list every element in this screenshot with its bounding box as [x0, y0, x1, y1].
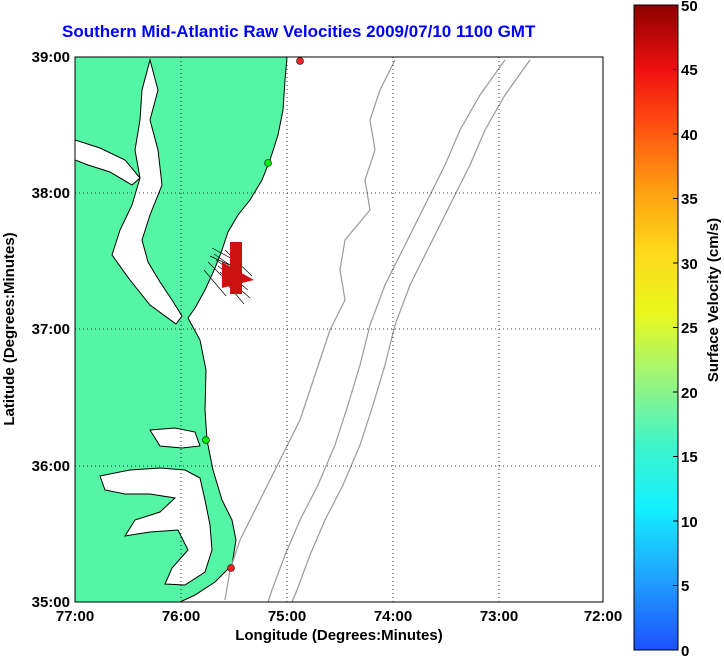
y-tick-label: 38:00 — [32, 185, 70, 202]
pamlico-sound — [99, 467, 213, 586]
x-axis-label: Longitude (Degrees:Minutes) — [235, 627, 443, 644]
colorbar-label: Surface Velocity (cm/s) — [705, 218, 722, 382]
station-marker — [202, 436, 210, 444]
colorbar-tick-label: 50 — [681, 0, 698, 15]
page-title: Southern Mid-Atlantic Raw Velocities 200… — [62, 22, 536, 41]
x-tick-label: 76:00 — [162, 608, 200, 625]
y-tick-label: 37:00 — [32, 321, 70, 338]
colorbar-ticks — [673, 4, 678, 651]
albemarle-sound — [149, 427, 201, 449]
y-tick-label: 36:00 — [32, 458, 70, 475]
grid-lines — [75, 57, 603, 602]
x-tick-label: 77:00 — [56, 608, 94, 625]
colorbar-tick-label: 15 — [681, 449, 698, 466]
station-marker — [227, 564, 235, 572]
bathymetry-contours — [224, 59, 531, 602]
x-tick-label: 72:00 — [584, 608, 622, 625]
y-axis-label: Latitude (Degrees:Minutes) — [1, 232, 18, 425]
colorbar-tick-label: 10 — [681, 514, 698, 531]
colorbar-tick-label: 20 — [681, 385, 698, 402]
colorbar-tick-label: 0 — [681, 643, 689, 659]
colorbar — [633, 4, 679, 651]
colorbar-tick-label: 45 — [681, 62, 698, 79]
x-tick-label: 75:00 — [268, 608, 306, 625]
y-tick-label: 35:00 — [32, 594, 70, 611]
station-marker — [296, 57, 304, 65]
colorbar-tick-label: 5 — [681, 578, 689, 595]
velocity-arrow — [222, 262, 254, 288]
plot-frame — [74, 56, 604, 603]
potomac-river — [75, 139, 141, 186]
station-marker — [264, 159, 272, 167]
colorbar-tick-label: 40 — [681, 127, 698, 144]
y-axis-ticks: 39:00 38:00 37:00 36:00 35:00 — [32, 49, 70, 611]
chesapeake-bay — [111, 58, 183, 325]
colorbar-tick-label: 35 — [681, 191, 698, 208]
x-tick-label: 73:00 — [480, 608, 518, 625]
x-axis-ticks: 77:00 76:00 75:00 74:00 73:00 72:00 — [56, 608, 622, 625]
colorbar-tick-label: 30 — [681, 256, 698, 273]
colorbar-tick-labels: 50 45 40 35 30 25 20 15 10 5 0 — [681, 0, 698, 659]
y-tick-label: 39:00 — [32, 49, 70, 66]
x-tick-label: 74:00 — [374, 608, 412, 625]
colorbar-tick-label: 25 — [681, 320, 698, 337]
